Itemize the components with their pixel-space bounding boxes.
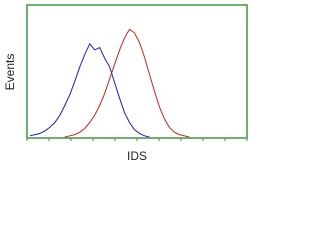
series-line bbox=[29, 42, 150, 138]
x-axis-label: IDS bbox=[127, 149, 147, 163]
y-axis-label: Events bbox=[3, 54, 17, 91]
plot-frame bbox=[26, 4, 248, 139]
series-line bbox=[64, 28, 190, 138]
chart: Events IDS bbox=[3, 4, 248, 163]
